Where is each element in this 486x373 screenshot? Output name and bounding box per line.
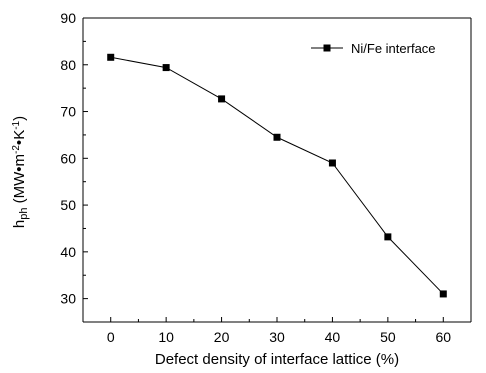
x-tick-label: 0 xyxy=(107,329,115,345)
legend: Ni/Fe interface xyxy=(311,41,436,56)
data-point-marker xyxy=(162,64,170,72)
data-point-marker xyxy=(107,53,115,61)
y-axis-title-unit-mid: •K xyxy=(11,130,28,145)
x-axis-ticks: 0 10 20 30 40 50 60 xyxy=(107,317,451,345)
y-tick-label: 70 xyxy=(60,104,76,120)
plot-area xyxy=(82,17,472,323)
y-tick-label: 90 xyxy=(60,10,76,26)
data-point-marker xyxy=(218,95,226,103)
y-axis-title-unit-open: (MW•m xyxy=(11,154,28,208)
data-point-marker xyxy=(273,133,281,141)
x-axis-title: Defect density of interface lattice (%) xyxy=(155,351,399,368)
data-point-marker xyxy=(328,159,336,167)
legend-marker-square xyxy=(323,44,331,52)
y-axis-title-main: h xyxy=(11,220,28,228)
data-point-marker xyxy=(439,290,447,298)
y-axis-title-unit-close: ) xyxy=(11,116,28,121)
legend-label: Ni/Fe interface xyxy=(351,41,436,56)
x-tick-label: 20 xyxy=(214,329,230,345)
x-tick-label: 50 xyxy=(380,329,396,345)
x-tick-label: 60 xyxy=(435,329,451,345)
series-line xyxy=(110,56,444,295)
y-tick-label: 60 xyxy=(60,150,76,166)
data-point-marker xyxy=(384,233,392,241)
x-tick-label: 40 xyxy=(325,329,341,345)
x-tick-label: 10 xyxy=(158,329,174,345)
series-layer xyxy=(107,53,447,298)
y-tick-label: 50 xyxy=(60,197,76,213)
y-axis-title-exponent-2: -1 xyxy=(11,120,22,129)
y-tick-label: 80 xyxy=(60,57,76,73)
y-axis-title: hph (MW•m-2•K-1) xyxy=(11,116,30,228)
y-axis-ticks: 30 40 50 60 70 80 90 xyxy=(60,10,88,307)
y-tick-label: 30 xyxy=(60,291,76,307)
y-tick-label: 40 xyxy=(60,244,76,260)
y-axis-title-exponent-1: -2 xyxy=(11,145,22,154)
y-axis-title-subscript: ph xyxy=(18,208,30,220)
x-tick-label: 30 xyxy=(269,329,285,345)
